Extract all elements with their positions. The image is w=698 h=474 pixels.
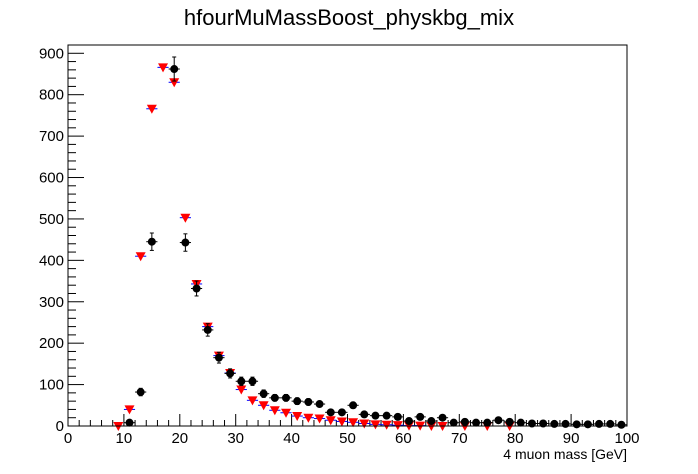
y-tick-label: 600 — [39, 170, 64, 187]
y-tick-label: 300 — [39, 294, 64, 311]
series-a-point — [181, 238, 190, 247]
series-b-point — [281, 408, 292, 418]
series-a-point — [617, 420, 626, 429]
series-a-point — [606, 419, 615, 428]
series-a-point — [192, 284, 201, 293]
series-b-point — [292, 412, 303, 422]
series-a-point — [282, 393, 291, 402]
chart-title: hfourMuMassBoost_physkbg_mix — [184, 5, 514, 30]
series-a-point — [583, 420, 592, 429]
y-tick-label: 200 — [39, 335, 64, 352]
series-a-point — [248, 377, 257, 386]
x-tick-label: 90 — [563, 430, 580, 447]
series-b-point — [314, 414, 325, 424]
series-a-point — [214, 353, 223, 362]
series-a-point — [147, 237, 156, 246]
series-a-point — [170, 65, 179, 74]
series-a-point — [304, 397, 313, 406]
series-a-point — [382, 411, 391, 420]
series-a-point — [393, 412, 402, 421]
series-b-point — [135, 252, 146, 262]
series-a-point — [293, 397, 302, 406]
series-a-point — [136, 388, 145, 397]
series-b-point — [124, 405, 135, 415]
series-b-point — [158, 63, 169, 73]
series-a-point — [226, 369, 235, 378]
series-a-point — [472, 418, 481, 427]
series-a-point — [259, 389, 268, 398]
series-a-point — [572, 420, 581, 429]
series-a-point — [270, 393, 279, 402]
series-a-point — [483, 418, 492, 427]
y-tick-label: 0 — [56, 418, 64, 435]
series-a-point — [516, 418, 525, 427]
series-b-point — [359, 419, 370, 429]
series-b-point — [303, 413, 314, 423]
x-tick-label: 50 — [339, 430, 356, 447]
series-b-point — [381, 420, 392, 430]
x-tick-label: 30 — [227, 430, 244, 447]
x-tick-label: 100 — [614, 430, 639, 447]
x-axis-label: 4 muon mass [GeV] — [503, 446, 627, 462]
series-a-point — [460, 417, 469, 426]
y-tick-label: 400 — [39, 252, 64, 269]
series-a-point — [237, 377, 246, 386]
series-a-point — [125, 418, 134, 427]
x-tick-label: 60 — [395, 430, 412, 447]
x-tick-label: 20 — [171, 430, 188, 447]
series-b-point — [325, 416, 336, 426]
series-a-point — [203, 325, 212, 334]
series-a-point — [550, 419, 559, 428]
series-b-point — [236, 385, 247, 395]
series-b-point — [370, 420, 381, 430]
series-a-point — [438, 413, 447, 422]
axes: 0 10 20 30 40 50 60 70 80 90 100 0 100 200 300 400 500 60… — [39, 44, 640, 447]
y-tick-label: 500 — [39, 211, 64, 228]
series-b-point — [146, 104, 157, 114]
series-b-point — [269, 406, 280, 416]
series-a-point — [371, 411, 380, 420]
x-tick-label: 40 — [283, 430, 300, 447]
y-tick-label: 900 — [39, 45, 64, 62]
series-a-point — [595, 419, 604, 428]
plot-frame — [67, 44, 628, 427]
series-a-point — [349, 401, 358, 410]
series-b-point — [336, 417, 347, 427]
series-a-point — [416, 412, 425, 421]
series-a-point — [505, 417, 514, 426]
y-tick-label: 100 — [39, 377, 64, 394]
x-tick-label: 70 — [451, 430, 468, 447]
x-tick-label: 80 — [507, 430, 524, 447]
series-b-point — [258, 401, 269, 411]
series-a-point — [449, 418, 458, 427]
series-b-point — [247, 396, 258, 406]
series-b-point — [180, 213, 191, 223]
y-tick-label: 700 — [39, 128, 64, 145]
series-a-point — [315, 400, 324, 409]
x-tick-label: 10 — [116, 430, 133, 447]
series-a-point — [427, 417, 436, 426]
series-b-point — [169, 78, 180, 88]
series-a-point — [326, 408, 335, 417]
series-b-point — [348, 418, 359, 428]
series-a-point — [561, 419, 570, 428]
x-tick-label: 0 — [64, 430, 72, 447]
series-a-point — [494, 416, 503, 425]
series-a-point — [404, 417, 413, 426]
series-a-point — [337, 408, 346, 417]
series-a-point — [360, 410, 369, 419]
y-tick-label: 800 — [39, 87, 64, 104]
